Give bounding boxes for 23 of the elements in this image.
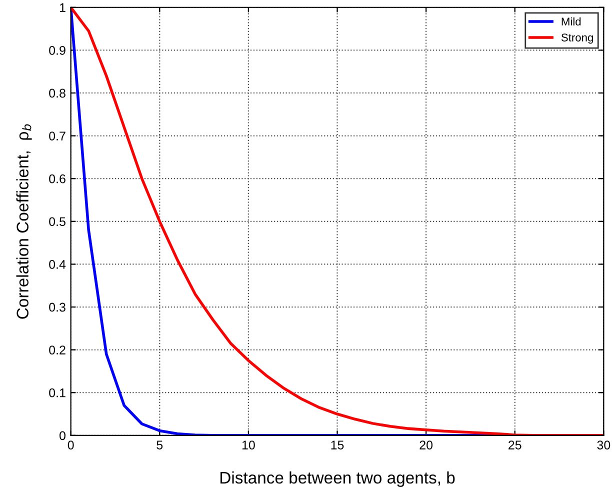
y-tick-label: 0.8	[49, 88, 66, 98]
y-tick-label: 0	[60, 431, 66, 440]
x-tick-label: 20	[420, 440, 433, 450]
x-tick-label: 15	[331, 440, 344, 450]
x-axis-title: Distance between two agents, b	[220, 471, 455, 487]
y-tick-label: 0.5	[49, 217, 66, 226]
x-tick-label: 10	[242, 440, 255, 450]
y-tick-label: 0.1	[49, 388, 66, 398]
line-series	[70, 7, 604, 436]
y-tick-label: 0.2	[49, 346, 66, 354]
y-tick-label: 0.9	[49, 46, 66, 55]
legend-label: Mild	[562, 17, 581, 26]
y-tick-label: 0.4	[49, 260, 66, 269]
y-tick-label: 0.3	[49, 302, 66, 312]
legend-label: Strong	[561, 34, 593, 44]
y-tick-label: 0.6	[49, 174, 66, 184]
y-tick-label: 1	[60, 3, 66, 12]
x-tick-label: 30	[597, 440, 610, 450]
y-tick-label: 0.7	[49, 132, 66, 140]
y-axis-title: Correlation Coefficient, ρ$_{b}$	[16, 124, 32, 319]
x-tick-label: 5	[156, 440, 163, 450]
x-tick-label: 25	[508, 440, 522, 450]
x-tick-label: 0	[68, 440, 74, 450]
